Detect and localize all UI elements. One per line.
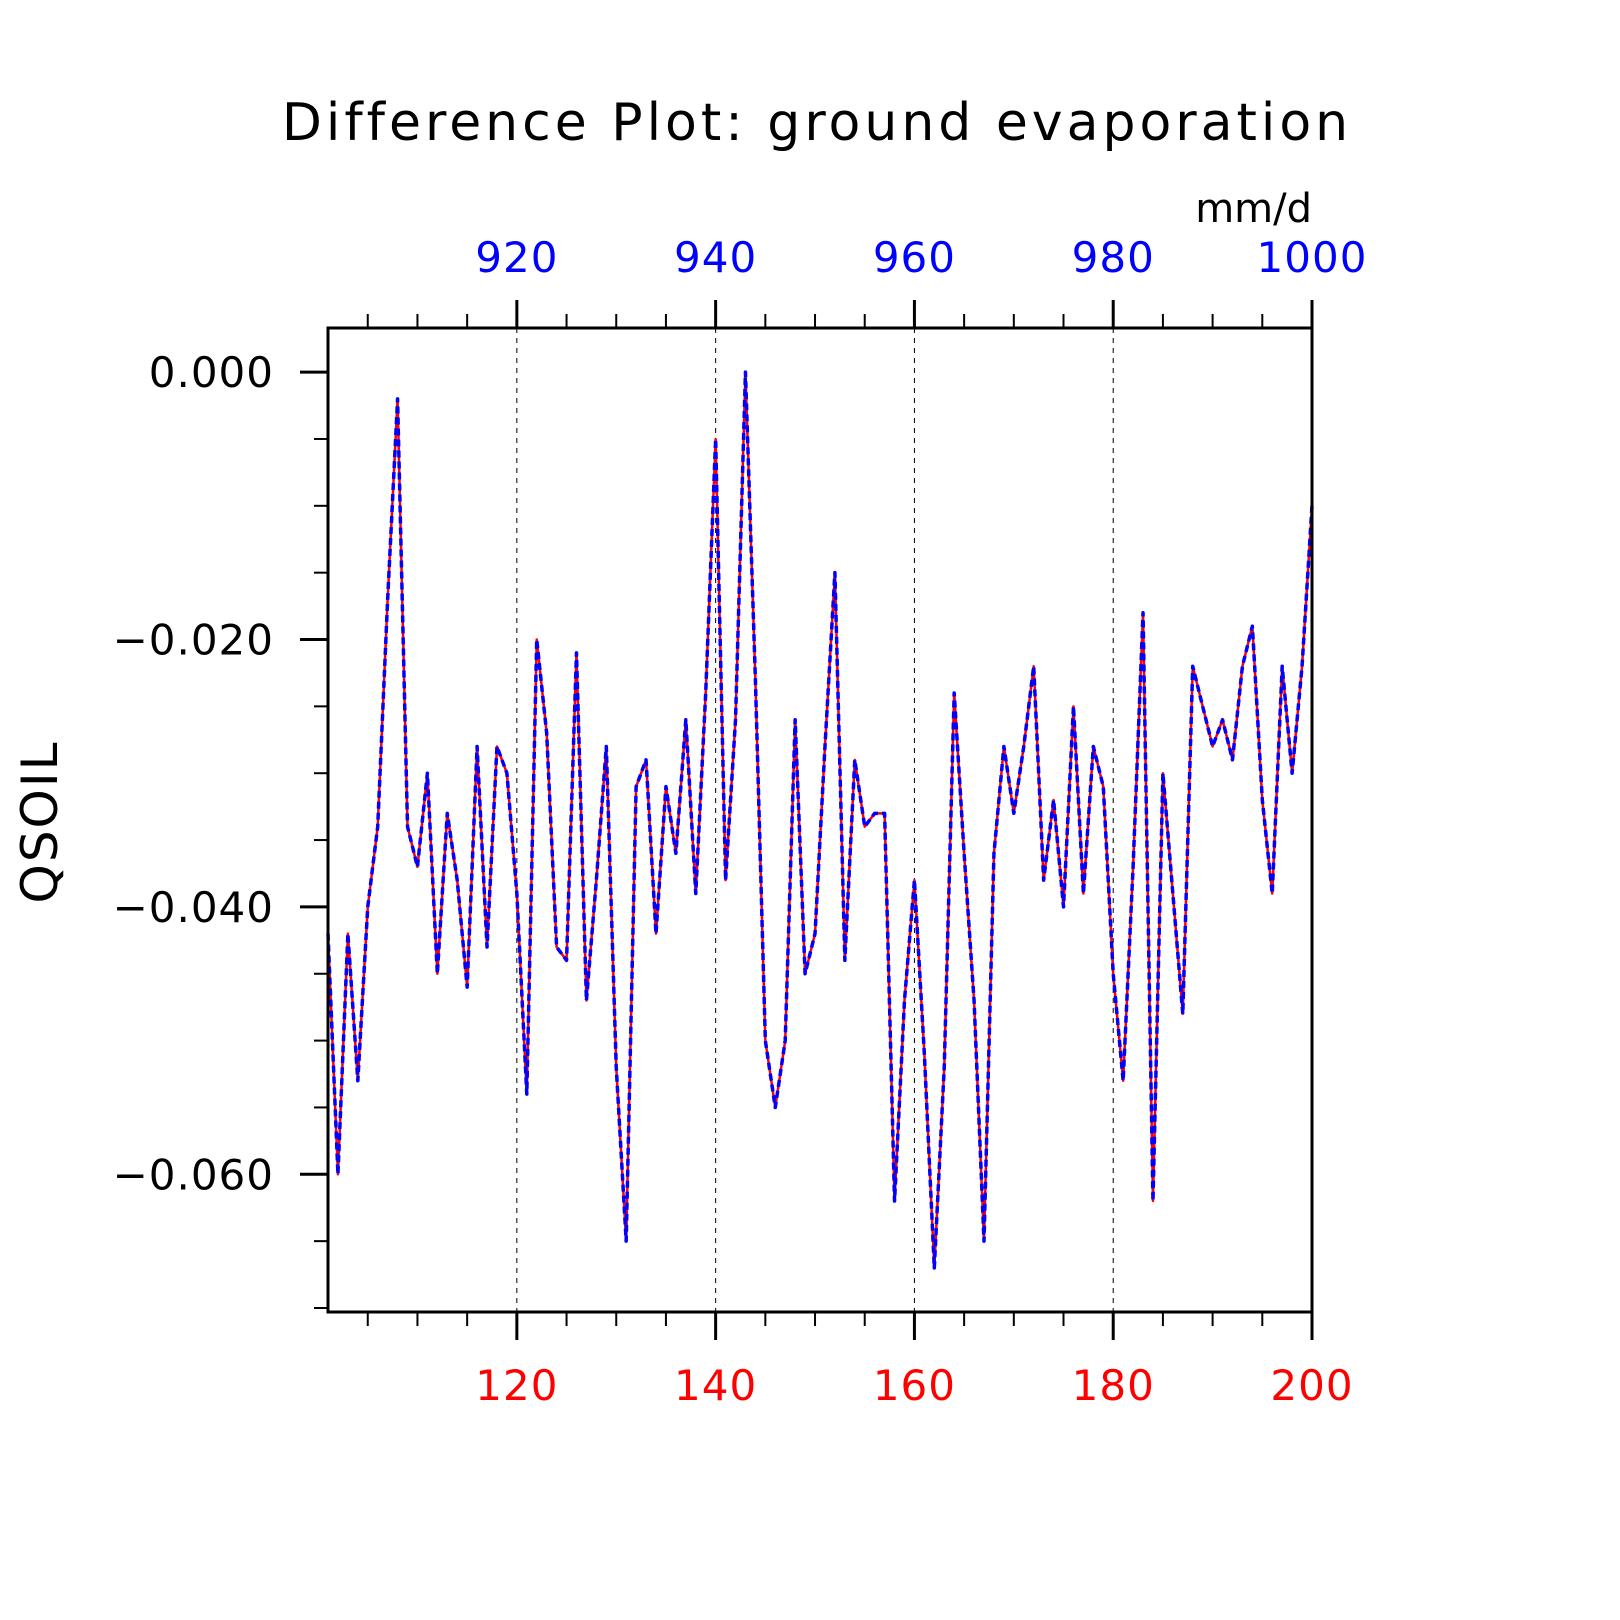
series-line-blue [326,370,1314,1270]
y-tick-label: −0.020 [113,616,274,665]
x-tick-label-bottom: 160 [873,1361,956,1410]
data-series [326,370,1314,1270]
x-tick-label-top: 940 [674,233,757,282]
chart-title: Difference Plot: ground evaporation [282,93,1352,153]
x-tick-label-top: 1000 [1257,233,1368,282]
x-tick-label-bottom: 120 [475,1361,558,1410]
x-tick-label-top: 920 [475,233,558,282]
tick-labels: 120 140 160 180 200 920 940 960 980 1000 0.000 −0.0… [113,233,1368,1410]
x-tick-label-top: 960 [873,233,956,282]
y-tick-label: −0.060 [113,1150,274,1199]
y-axis-label: QSOIL [11,740,69,903]
x-tick-label-bottom: 200 [1270,1361,1353,1410]
plot-frame [326,326,1314,1314]
y-tick-label: −0.040 [113,883,274,932]
units-label: mm/d [1195,186,1312,232]
x-tick-label-bottom: 140 [674,1361,757,1410]
vertical-grid-lines [516,328,1114,1312]
x-tick-label-top: 980 [1072,233,1155,282]
y-tick-label: 0.000 [149,348,274,397]
x-tick-label-bottom: 180 [1072,1361,1155,1410]
axis-ticks [300,300,1314,1340]
